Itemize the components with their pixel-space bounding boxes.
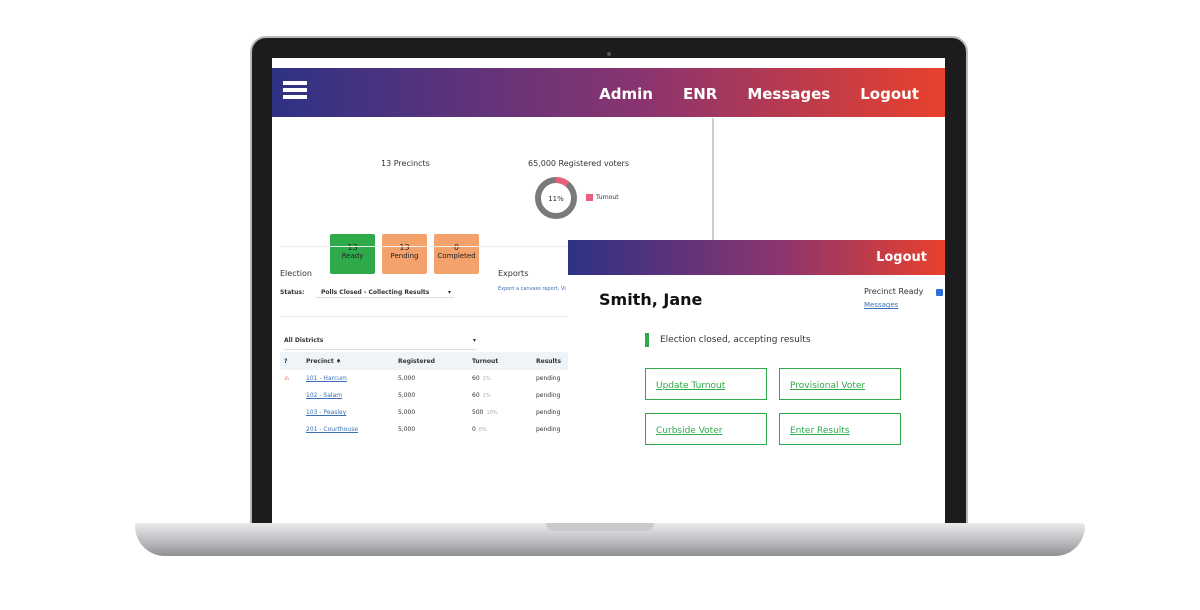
separator — [280, 246, 570, 247]
tile-count: 0 — [453, 243, 460, 252]
table-header-row: ? Precinct ♦ Registered Turnout Results — [284, 353, 570, 370]
turnout-pct: 0% — [478, 427, 487, 433]
registered: 5,000 — [398, 426, 416, 433]
registered: 5,000 — [398, 409, 416, 416]
table-row: 102 - Salam 5,000 60 1% pending — [284, 387, 570, 404]
column-header: Results — [536, 358, 562, 365]
exports-link[interactable]: Export a canvass report, VI — [498, 286, 566, 292]
precinct-ready: Precinct Ready — [864, 287, 924, 296]
turnout-cell: 60 1% — [472, 370, 536, 387]
donut-arc — [535, 177, 577, 219]
tile-count: 13 — [399, 243, 410, 252]
column-header: ? — [284, 358, 288, 365]
action-button[interactable]: Enter Results — [779, 413, 901, 445]
divider — [712, 118, 714, 240]
voter-panel: Logout Smith, Jane Precinct Ready Messag… — [568, 240, 945, 523]
tile-label: Ready — [341, 252, 364, 260]
warning-icon — [284, 404, 306, 421]
precinct-link[interactable]: 102 - Salam — [306, 392, 343, 399]
table-row: ⚠ 101 - Harcum 5,000 60 1% pending — [284, 370, 570, 387]
ready-checkbox[interactable] — [936, 289, 943, 296]
result-status: pending — [536, 426, 561, 433]
status-value: Polls Closed - Collecting Results — [321, 289, 430, 296]
turnout: 500 — [472, 409, 484, 416]
warning-icon — [284, 421, 306, 438]
turnout: 60 — [472, 392, 480, 399]
nav-links: Admin ENR Messages Logout — [569, 84, 919, 103]
result-status: pending — [536, 409, 561, 416]
separator — [280, 316, 570, 317]
status-tile: 13 Pending — [382, 234, 427, 274]
action-button[interactable]: Curbside Voter — [645, 413, 767, 445]
camera — [607, 52, 611, 56]
menu-button[interactable] — [283, 81, 307, 99]
action-button[interactable]: Update Turnout — [645, 368, 767, 400]
exports-title: Exports — [498, 269, 529, 278]
turnout: 60 — [472, 375, 480, 382]
status-tile: 0 Completed — [434, 234, 479, 274]
registered: 5,000 — [398, 392, 416, 399]
turnout-pct: 1% — [482, 376, 491, 382]
warning-icon — [284, 387, 306, 404]
nav-link[interactable]: Admin — [599, 85, 653, 103]
tile-label: Pending — [390, 252, 419, 260]
donut: 11% — [535, 177, 577, 219]
election-status: Election closed, accepting results — [660, 335, 811, 345]
district-value: All Districts — [284, 337, 324, 344]
notch — [546, 523, 654, 531]
column-header: Turnout — [472, 358, 499, 365]
registered: 5,000 — [398, 375, 416, 382]
tile-count: 13 — [347, 243, 358, 252]
precinct-table: ? Precinct ♦ Registered Turnout Results ⚠ 101 … — [284, 353, 570, 438]
donut-label: 11% — [548, 195, 564, 203]
precinct-link[interactable]: 101 - Harcum — [306, 375, 347, 382]
nav-link[interactable]: ENR — [682, 85, 718, 103]
status-tile: 13 Ready — [330, 234, 375, 274]
table-row: 103 - Peasley 5,000 500 10% pending — [284, 404, 570, 421]
turnout-cell: 60 1% — [472, 387, 536, 404]
messages-link[interactable]: Messages — [864, 301, 899, 309]
panel-header: Logout — [568, 240, 945, 275]
warning-icon: ⚠ — [284, 375, 290, 382]
turnout-cell: 0 0% — [472, 421, 536, 438]
status-label: Status: — [280, 289, 305, 296]
nav-link[interactable]: Logout — [860, 85, 919, 103]
action-button[interactable]: Provisional Voter — [779, 368, 901, 400]
column-header: Precinct ♦ — [306, 358, 342, 365]
result-status: pending — [536, 375, 561, 382]
top-nav: Admin ENR Messages Logout — [272, 68, 945, 117]
status-select[interactable]: Polls Closed - Collecting Results ▾ — [316, 286, 454, 298]
table-header-bg — [280, 352, 570, 370]
panel-logout[interactable]: Logout — [876, 250, 927, 265]
precinct-link[interactable]: 201 - Courthouse — [306, 426, 359, 433]
screen: Admin ENR Messages Logout 13 Precincts 13 Re… — [272, 58, 945, 523]
nav-link[interactable]: Messages — [747, 85, 831, 103]
turnout-pct: 1% — [482, 393, 491, 399]
result-status: pending — [536, 392, 561, 399]
column-header: Registered — [398, 358, 435, 365]
precinct-link[interactable]: 103 - Peasley — [306, 409, 347, 416]
turnout: 0 — [472, 426, 476, 433]
voters-title: 65,000 Registered voters — [528, 159, 629, 168]
tile-label: Completed — [437, 252, 476, 260]
table-row: 201 - Courthouse 5,000 0 0% pending — [284, 421, 570, 438]
district-select[interactable]: All Districts ▾ — [284, 337, 476, 350]
legend-label: Turnout — [596, 194, 619, 201]
turnout-cell: 500 10% — [472, 404, 536, 421]
legend-swatch — [586, 194, 593, 201]
precincts-title: 13 Precincts — [381, 159, 430, 168]
user-name: Smith, Jane — [599, 290, 703, 309]
turnout-pct: 10% — [486, 410, 498, 416]
election-title: Election — [280, 269, 312, 278]
status-bar — [645, 333, 649, 347]
